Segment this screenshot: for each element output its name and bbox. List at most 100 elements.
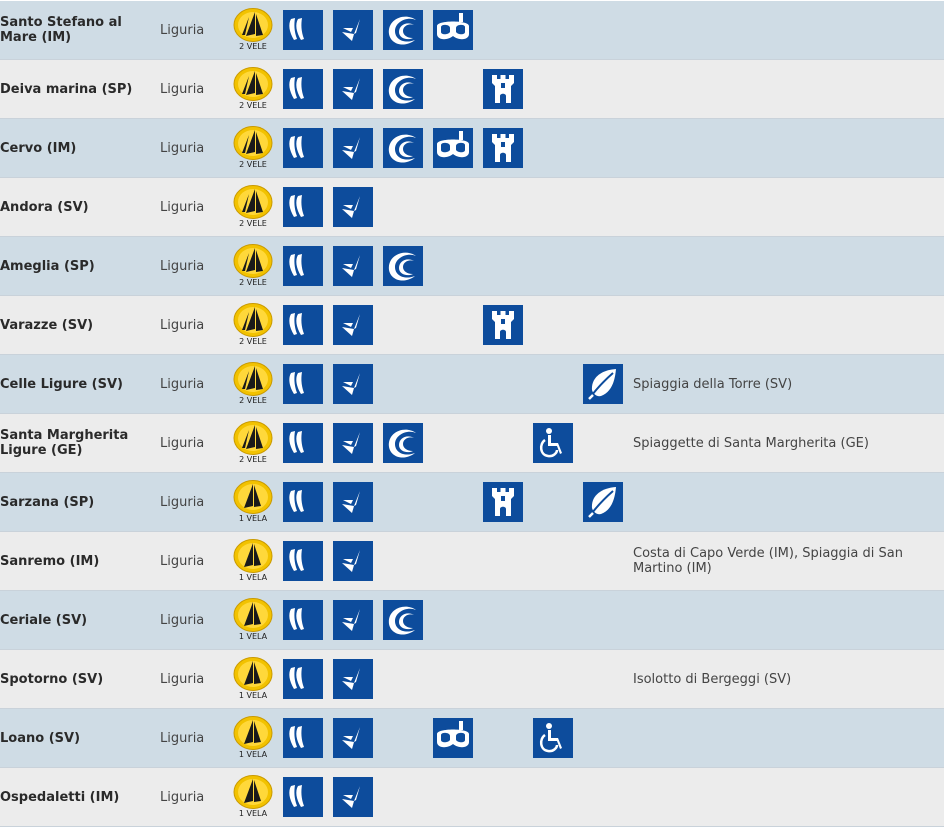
nearby-places: Costa di Capo Verde (IM), Spiaggia di Sa…	[633, 546, 903, 576]
town-name: Ospedaletti (IM)	[0, 789, 120, 805]
table-row: Andora (SV) Liguria 2 VELE	[0, 178, 944, 237]
nearby-places: Spiaggette di Santa Margherita (GE)	[633, 435, 869, 451]
table-row: Sarzana (SP) Liguria 1 VELA	[0, 473, 944, 532]
town-name: Spotorno (SV)	[0, 671, 104, 687]
sail-rating-badge-icon: 2 VELE	[233, 126, 273, 172]
shell-icon	[333, 541, 373, 581]
sail-rating-label: 1 VELA	[238, 514, 268, 523]
table-row: Ameglia (SP) Liguria 2 VELE	[0, 237, 944, 296]
sail-rating-label: 2 VELE	[239, 278, 267, 287]
tower-icon	[483, 69, 523, 109]
tower-icon	[483, 482, 523, 522]
shell-icon	[333, 187, 373, 227]
region-name: Liguria	[160, 553, 205, 569]
town-name: Celle Ligure (SV)	[0, 376, 123, 392]
region-name: Liguria	[160, 81, 205, 97]
wheelchair-icon	[533, 718, 573, 758]
waves-icon	[283, 187, 323, 227]
nearby-places: Spiaggia della Torre (SV)	[633, 376, 793, 392]
waves-icon	[283, 69, 323, 109]
town-name: Ceriale (SV)	[0, 612, 88, 628]
sail-rating-label: 2 VELE	[239, 219, 267, 228]
shell-icon	[333, 423, 373, 463]
sail-rating-badge-icon: 2 VELE	[233, 8, 273, 54]
tower-icon	[483, 128, 523, 168]
region-name: Liguria	[160, 258, 205, 274]
town-name: Sarzana (SP)	[0, 494, 95, 510]
shell-icon	[333, 718, 373, 758]
waves-icon	[283, 541, 323, 581]
sail-rating-label: 1 VELA	[238, 691, 268, 700]
region-name: Liguria	[160, 789, 205, 805]
region-name: Liguria	[160, 494, 205, 510]
region-name: Liguria	[160, 140, 205, 156]
sail-rating-badge-icon: 1 VELA	[233, 480, 273, 526]
shell-icon	[333, 659, 373, 699]
waves-icon	[283, 600, 323, 640]
sail-rating-badge-icon: 2 VELE	[233, 244, 273, 290]
region-name: Liguria	[160, 199, 205, 215]
waves-icon	[283, 364, 323, 404]
sail-rating-badge-icon: 1 VELA	[233, 775, 273, 821]
shell-icon	[333, 128, 373, 168]
sail-rating-badge-icon: 2 VELE	[233, 362, 273, 408]
region-name: Liguria	[160, 435, 205, 451]
sail-rating-badge-icon: 1 VELA	[233, 657, 273, 703]
sail-rating-label: 2 VELE	[239, 160, 267, 169]
shell-icon	[333, 69, 373, 109]
wheelchair-icon	[533, 423, 573, 463]
table-row: Varazze (SV) Liguria 2 VELE	[0, 296, 944, 355]
shell-icon	[333, 246, 373, 286]
region-name: Liguria	[160, 671, 205, 687]
waves-icon	[283, 659, 323, 699]
table-row: Ceriale (SV) Liguria 1 VELA	[0, 591, 944, 650]
region-name: Liguria	[160, 317, 205, 333]
nearby-places: Isolotto di Bergeggi (SV)	[633, 671, 792, 687]
shell-icon	[333, 10, 373, 50]
waves-icon	[283, 482, 323, 522]
sail-rating-badge-icon: 1 VELA	[233, 539, 273, 585]
sail-rating-badge-icon: 2 VELE	[233, 185, 273, 231]
waves-icon	[283, 718, 323, 758]
town-name: Loano (SV)	[0, 730, 81, 746]
wave-icon	[383, 423, 423, 463]
town-name: Cervo (IM)	[0, 140, 77, 156]
sail-rating-label: 2 VELE	[239, 42, 267, 51]
diving-mask-icon	[433, 10, 473, 50]
table-row: Spotorno (SV) Liguria 1 VELA Isolotto di …	[0, 650, 944, 709]
table-row: Cervo (IM) Liguria 2 VELE	[0, 119, 944, 178]
sail-rating-label: 1 VELA	[238, 632, 268, 641]
sail-rating-label: 2 VELE	[239, 337, 267, 346]
wave-icon	[383, 246, 423, 286]
sail-rating-label: 2 VELE	[239, 455, 267, 464]
town-name: Santo Stefano al Mare (IM)	[0, 15, 122, 45]
town-name: Santa Margherita Ligure (GE)	[0, 428, 129, 458]
waves-icon	[283, 423, 323, 463]
sail-rating-label: 2 VELE	[239, 101, 267, 110]
table-row: Celle Ligure (SV) Liguria 2 VELE Spiaggia…	[0, 355, 944, 414]
sail-rating-badge-icon: 1 VELA	[233, 716, 273, 762]
sail-rating-label: 1 VELA	[238, 809, 268, 818]
table-row: Santo Stefano al Mare (IM) Liguria 2 VELE	[0, 1, 944, 60]
tower-icon	[483, 305, 523, 345]
leaf-icon	[583, 364, 623, 404]
region-name: Liguria	[160, 730, 205, 746]
table-row: Santa Margherita Ligure (GE) Liguria 2 VE…	[0, 414, 944, 473]
sail-rating-label: 2 VELE	[239, 396, 267, 405]
shell-icon	[333, 600, 373, 640]
wave-icon	[383, 69, 423, 109]
shell-icon	[333, 482, 373, 522]
waves-icon	[283, 10, 323, 50]
town-name: Ameglia (SP)	[0, 258, 95, 274]
region-name: Liguria	[160, 22, 205, 38]
region-name: Liguria	[160, 612, 205, 628]
sail-rating-badge-icon: 2 VELE	[233, 67, 273, 113]
waves-icon	[283, 246, 323, 286]
waves-icon	[283, 777, 323, 817]
leaf-icon	[583, 482, 623, 522]
region-name: Liguria	[160, 376, 205, 392]
sail-rating-badge-icon: 1 VELA	[233, 598, 273, 644]
wave-icon	[383, 128, 423, 168]
town-name: Deiva marina (SP)	[0, 81, 133, 97]
